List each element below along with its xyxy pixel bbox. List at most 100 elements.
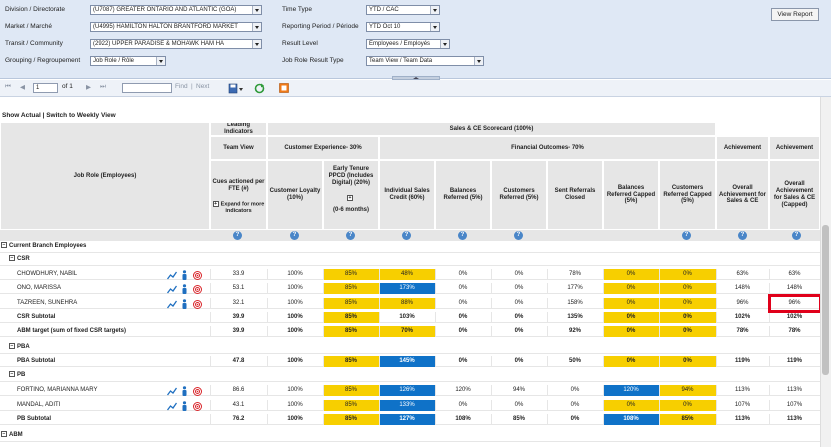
cell-cues: 33.9 <box>232 271 245 277</box>
help-icon[interactable]: ? <box>514 231 523 240</box>
market-select[interactable]: (U4995) HAMILTON HALTON BRANTFORD MARKET <box>90 22 262 32</box>
target-icon[interactable] <box>193 387 202 396</box>
cell-sent: 50% <box>568 358 581 364</box>
division-select[interactable]: (U7087) GREATER ONTARIO AND ATLANTIC (GO… <box>90 5 262 15</box>
cell-bal: 0% <box>458 300 468 306</box>
person-icon[interactable] <box>181 386 188 396</box>
trend-icon[interactable] <box>166 387 178 396</box>
trend-icon[interactable] <box>166 285 178 294</box>
period-select[interactable]: YTD Oct 10 <box>366 22 440 32</box>
cell-bal: 0% <box>458 328 468 334</box>
help-icon[interactable]: ? <box>346 231 355 240</box>
time-type-label: Time Type <box>282 6 312 13</box>
person-icon[interactable] <box>181 299 188 309</box>
collapse-icon[interactable]: − <box>1 431 7 438</box>
target-icon[interactable] <box>193 285 202 294</box>
cell-sales: 70% <box>379 326 435 337</box>
cell-divider <box>435 269 436 280</box>
collapse-params-handle[interactable] <box>392 76 440 80</box>
find-input[interactable] <box>122 83 172 93</box>
cell-divider <box>210 326 211 337</box>
time-type-select[interactable]: YTD / CAC <box>366 5 440 15</box>
cell-divider <box>716 356 717 367</box>
last-page-icon[interactable]: ⏭ <box>100 83 106 90</box>
chevron-down-icon <box>430 6 439 14</box>
group-row-csr[interactable]: − CSR <box>0 254 820 266</box>
cell-cust: 0% <box>514 402 524 408</box>
collapse-icon[interactable]: − <box>9 255 15 262</box>
collapse-icon[interactable]: − <box>9 343 15 350</box>
cell-sales: 133% <box>379 400 435 411</box>
find-link[interactable]: Find <box>175 83 188 90</box>
cell-sent: 135% <box>567 314 583 320</box>
scrollbar-thumb[interactable] <box>822 225 829 375</box>
grouping-select[interactable]: Job Role / Rôle <box>90 56 166 66</box>
cell-divider <box>716 414 717 425</box>
help-icon[interactable]: ? <box>682 231 691 240</box>
cell-divider <box>267 298 268 309</box>
page-number-input[interactable]: 1 <box>33 83 58 93</box>
cell-ov2: 63% <box>788 271 801 277</box>
person-icon[interactable] <box>181 270 188 280</box>
prev-page-icon[interactable]: ◀ <box>20 84 25 91</box>
cell-sent: 92% <box>568 328 581 334</box>
help-icon[interactable]: ? <box>233 231 242 240</box>
cell-loyalty: 100% <box>287 314 303 320</box>
refresh-icon[interactable] <box>254 83 265 94</box>
next-page-icon[interactable]: ▶ <box>86 84 91 91</box>
trend-icon[interactable] <box>166 402 178 411</box>
cell-cues: 53.1 <box>232 285 245 291</box>
transit-select[interactable]: (2922) UPPER PARADISE & MOHAWK HAM HA <box>90 39 262 49</box>
group-row-current[interactable]: − Current Branch Employees <box>0 241 820 253</box>
trend-icon[interactable] <box>166 271 178 280</box>
cell-divider <box>267 326 268 337</box>
expand-indicators[interactable]: + Expand for more indicators <box>212 200 265 214</box>
grouping-label: Grouping / Regroupement <box>5 57 81 64</box>
trend-icon[interactable] <box>166 300 178 309</box>
view-report-button[interactable]: View Report <box>771 8 819 21</box>
help-icon[interactable]: ? <box>792 231 801 240</box>
result-level-select[interactable]: Employees / Employés <box>366 39 450 49</box>
cell-divider <box>659 385 660 396</box>
cell-cues: 39.9 <box>232 328 245 334</box>
help-icon[interactable]: ? <box>458 231 467 240</box>
cell-divider <box>491 356 492 367</box>
person-icon[interactable] <box>181 401 188 411</box>
cell-divider <box>659 283 660 294</box>
group-row-pba[interactable]: − PBA <box>0 342 820 354</box>
target-icon[interactable] <box>193 271 202 280</box>
header-cues: Cues actioned per FTE (#) + Expand for mo… <box>210 160 267 230</box>
result-type-select[interactable]: Team View / Team Data <box>366 56 484 66</box>
group-label: − CSR <box>9 255 30 262</box>
view-toggle-links[interactable]: Show Actual | Switch to Weekly View <box>2 112 116 119</box>
help-icon[interactable]: ? <box>290 231 299 240</box>
print-layout-icon[interactable] <box>279 83 289 93</box>
collapse-icon[interactable]: − <box>9 371 15 378</box>
cell-divider <box>716 385 717 396</box>
expand-icon: + <box>212 200 219 207</box>
cell-divider <box>323 298 324 309</box>
find-next-link[interactable]: Next <box>196 83 210 90</box>
collapse-icon[interactable]: − <box>1 242 7 249</box>
help-icon[interactable]: ? <box>738 231 747 240</box>
header-balances-capped: Balances Referred Capped (5%) <box>603 160 659 230</box>
target-icon[interactable] <box>193 402 202 411</box>
group-row-abm[interactable]: − ABM <box>0 430 820 442</box>
help-icon[interactable]: ? <box>402 231 411 240</box>
header-achievement-capped: Achievement <box>769 136 820 160</box>
cell-divider <box>769 356 770 367</box>
first-page-icon[interactable]: ⏮ <box>5 83 11 90</box>
target-icon[interactable] <box>193 300 202 309</box>
expand-icon[interactable]: + <box>347 194 353 201</box>
group-row-pb[interactable]: − PB <box>0 370 820 382</box>
group-label: − ABM <box>1 431 23 438</box>
header-customers-capped: Customers Referred Capped (5%) <box>659 160 716 230</box>
cell-custcap: 0% <box>659 312 716 323</box>
cell-loyalty: 100% <box>287 300 303 306</box>
chevron-down-icon <box>252 40 261 48</box>
cell-balcap: 0% <box>603 326 659 337</box>
cell-custcap: 0% <box>659 400 716 411</box>
export-icon[interactable] <box>228 83 244 94</box>
cell-divider <box>210 356 211 367</box>
person-icon[interactable] <box>181 284 188 294</box>
